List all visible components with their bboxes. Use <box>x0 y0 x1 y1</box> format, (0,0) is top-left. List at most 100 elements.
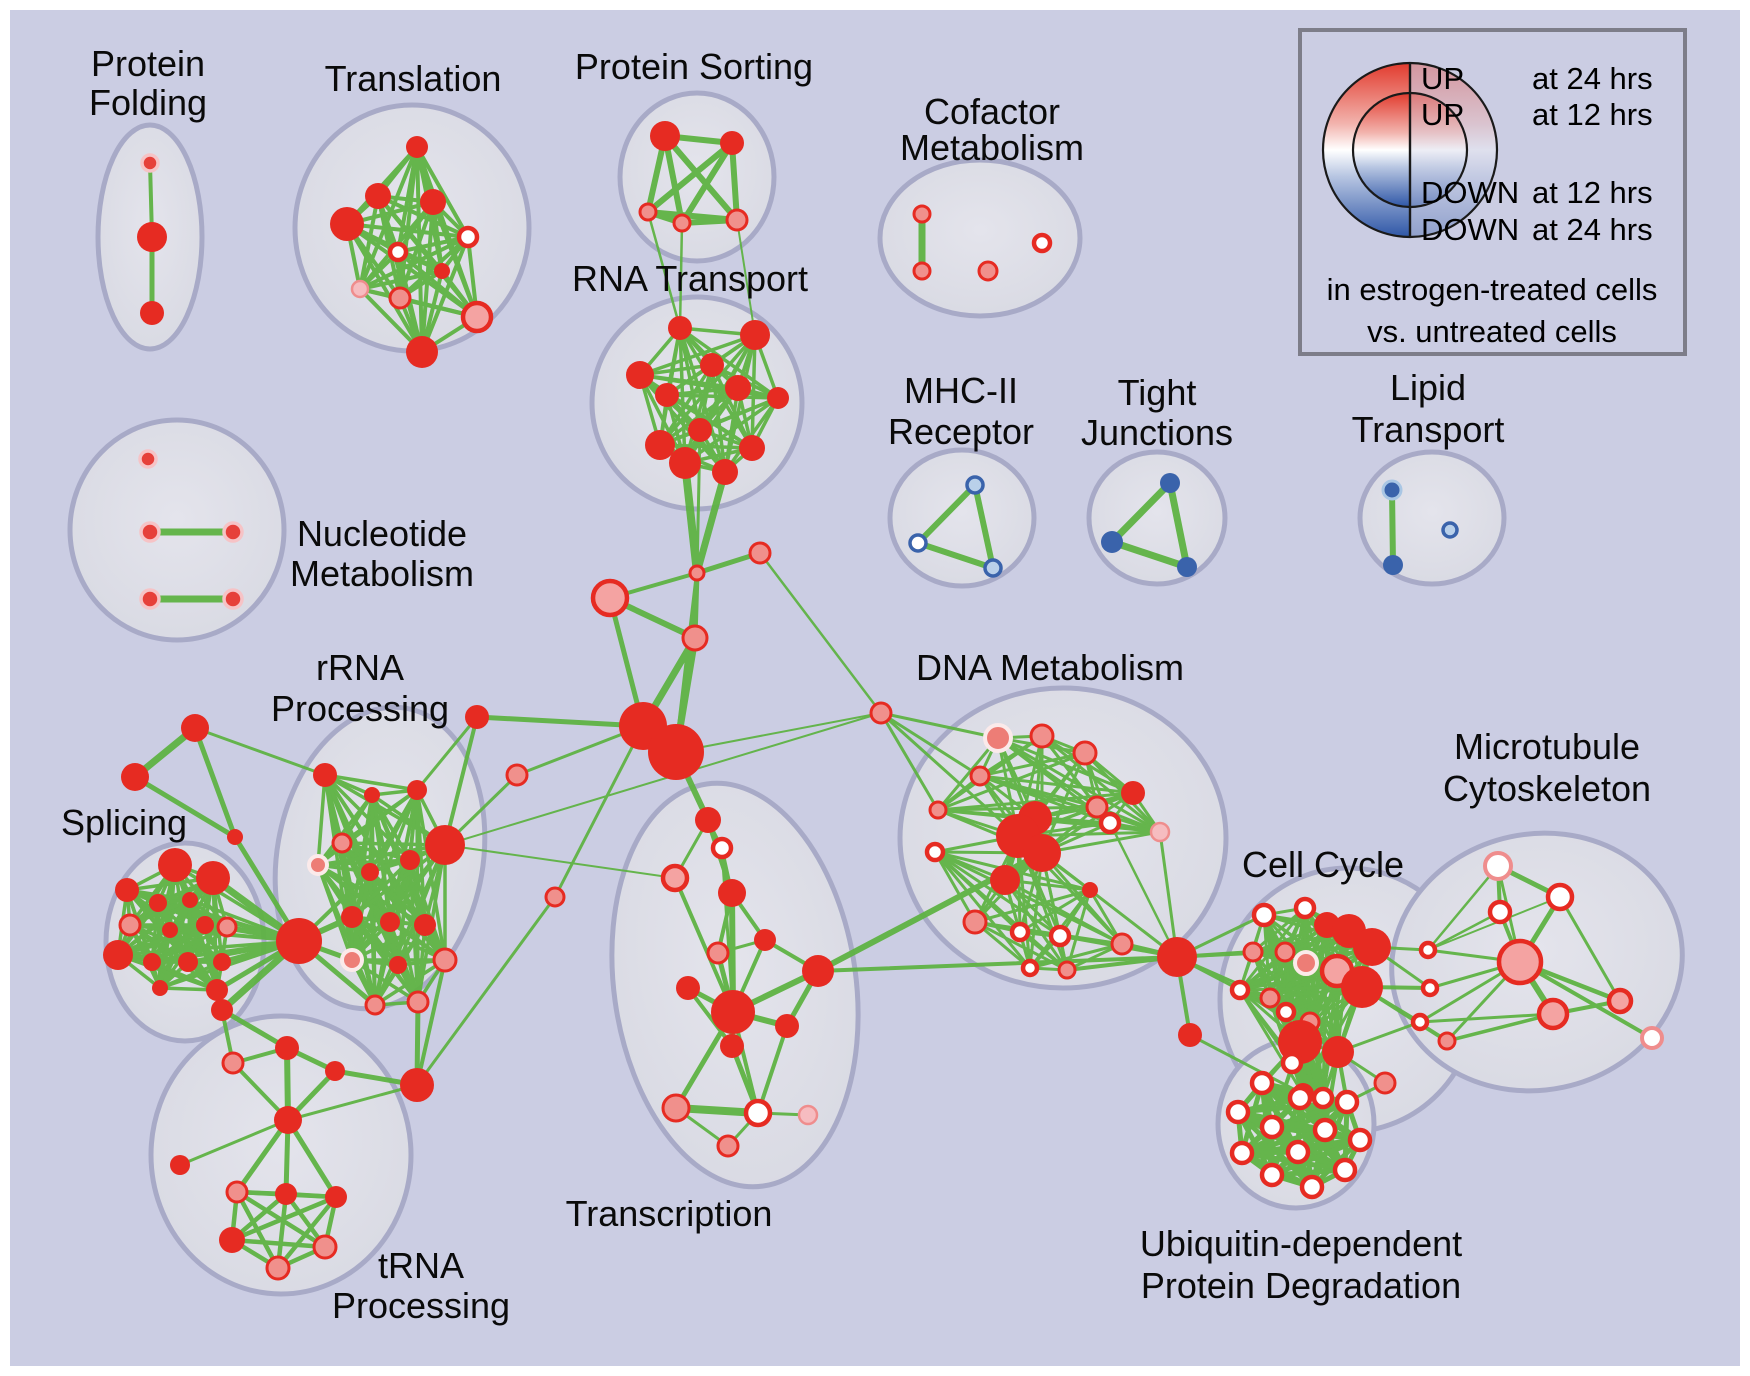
node-u4[interactable] <box>1225 1099 1251 1125</box>
node-p3[interactable] <box>638 202 658 222</box>
node-s15[interactable] <box>206 979 228 1001</box>
node-m0a[interactable] <box>1418 940 1438 960</box>
node-p4[interactable] <box>672 213 692 233</box>
node-n13[interactable] <box>265 1255 291 1281</box>
node-A[interactable] <box>181 714 209 742</box>
node-s3[interactable] <box>115 878 139 902</box>
node-u7[interactable] <box>1347 1127 1373 1153</box>
node-d11[interactable] <box>1098 811 1122 835</box>
node-x6[interactable] <box>706 941 730 965</box>
node-C[interactable] <box>227 829 243 845</box>
node-s2[interactable] <box>196 861 230 895</box>
node-rr4[interactable] <box>331 832 353 854</box>
node-m5[interactable] <box>1536 997 1570 1031</box>
node-lt3[interactable] <box>1441 521 1459 539</box>
node-d4[interactable] <box>969 765 991 787</box>
node-t1[interactable] <box>406 136 428 158</box>
node-x9[interactable] <box>711 990 755 1034</box>
node-d18[interactable] <box>1048 924 1072 948</box>
node-q7[interactable] <box>1274 941 1296 963</box>
node-t2[interactable] <box>365 183 391 209</box>
node-u5[interactable] <box>1259 1114 1285 1140</box>
node-d21[interactable] <box>1057 960 1077 980</box>
node-d20[interactable] <box>1020 958 1040 978</box>
node-t7[interactable] <box>434 263 450 279</box>
node-r12[interactable] <box>712 459 738 485</box>
node-p5[interactable] <box>725 208 749 232</box>
node-u10[interactable] <box>1259 1162 1285 1188</box>
node-tj1[interactable] <box>1160 473 1180 493</box>
node-r5[interactable] <box>655 383 679 407</box>
node-rr15[interactable] <box>406 990 430 1014</box>
node-t3[interactable] <box>420 189 446 215</box>
node-tj2[interactable] <box>1101 531 1123 553</box>
node-c4[interactable] <box>1031 232 1053 254</box>
node-n12[interactable] <box>312 1234 338 1260</box>
node-x13[interactable] <box>743 1098 773 1128</box>
node-ch4[interactable] <box>681 624 709 652</box>
node-x8[interactable] <box>676 976 700 1000</box>
node-m2[interactable] <box>1545 882 1575 912</box>
node-s11[interactable] <box>143 953 161 971</box>
node-m0d[interactable] <box>1437 1031 1457 1051</box>
node-q8[interactable] <box>1293 950 1319 976</box>
node-ch3[interactable] <box>590 578 630 618</box>
node-t9[interactable] <box>388 286 412 310</box>
node-s9[interactable] <box>216 916 238 938</box>
node-m4[interactable] <box>1496 938 1544 986</box>
node-u9[interactable] <box>1229 1140 1255 1166</box>
node-d1[interactable] <box>983 723 1013 753</box>
node-rr8[interactable] <box>425 825 465 865</box>
node-rr9[interactable] <box>341 906 363 928</box>
node-m0b[interactable] <box>1420 978 1440 998</box>
node-t11[interactable] <box>406 336 438 368</box>
node-n6[interactable] <box>274 1106 302 1134</box>
node-n10[interactable] <box>325 1186 347 1208</box>
node-u3[interactable] <box>1334 1089 1360 1115</box>
node-rr5[interactable] <box>307 854 329 876</box>
node-m0c[interactable] <box>1410 1012 1430 1032</box>
node-B[interactable] <box>121 763 149 791</box>
node-d12[interactable] <box>1149 821 1171 843</box>
node-n2[interactable] <box>221 1051 245 1075</box>
node-q10[interactable] <box>1341 966 1383 1008</box>
node-c1[interactable] <box>912 204 932 224</box>
node-tj3[interactable] <box>1177 557 1197 577</box>
node-n7[interactable] <box>170 1155 190 1175</box>
node-x7[interactable] <box>802 955 834 987</box>
node-c3[interactable] <box>977 260 999 282</box>
node-d7[interactable] <box>1121 781 1145 805</box>
node-nu2[interactable] <box>139 521 161 543</box>
node-n11[interactable] <box>219 1227 245 1253</box>
node-rr11[interactable] <box>414 914 436 936</box>
node-s12[interactable] <box>178 952 198 972</box>
node-rr3[interactable] <box>407 780 427 800</box>
node-t10[interactable] <box>460 300 494 334</box>
node-q13[interactable] <box>1275 1001 1297 1023</box>
node-t8[interactable] <box>350 279 370 299</box>
node-t4[interactable] <box>330 207 364 241</box>
node-nu4[interactable] <box>139 588 161 610</box>
node-u13[interactable] <box>1373 1071 1397 1095</box>
node-m1[interactable] <box>1483 851 1513 881</box>
node-s10[interactable] <box>103 940 133 970</box>
node-nu5[interactable] <box>222 588 244 610</box>
node-r8[interactable] <box>645 430 675 460</box>
node-r6[interactable] <box>725 375 751 401</box>
node-r2[interactable] <box>740 320 770 350</box>
node-s5[interactable] <box>182 892 198 908</box>
node-m6[interactable] <box>1606 987 1634 1015</box>
node-d15[interactable] <box>962 909 988 935</box>
node-n1[interactable] <box>211 999 233 1021</box>
node-d19[interactable] <box>1110 932 1134 956</box>
node-s7[interactable] <box>162 922 178 938</box>
node-p2[interactable] <box>720 131 744 155</box>
node-x11[interactable] <box>720 1034 744 1058</box>
node-rr10[interactable] <box>380 912 400 932</box>
node-u6[interactable] <box>1312 1117 1338 1143</box>
node-ch2[interactable] <box>748 541 772 565</box>
node-pf1[interactable] <box>140 153 160 173</box>
node-u1[interactable] <box>1249 1070 1275 1096</box>
node-g2[interactable] <box>505 763 529 787</box>
node-u2[interactable] <box>1287 1085 1313 1111</box>
